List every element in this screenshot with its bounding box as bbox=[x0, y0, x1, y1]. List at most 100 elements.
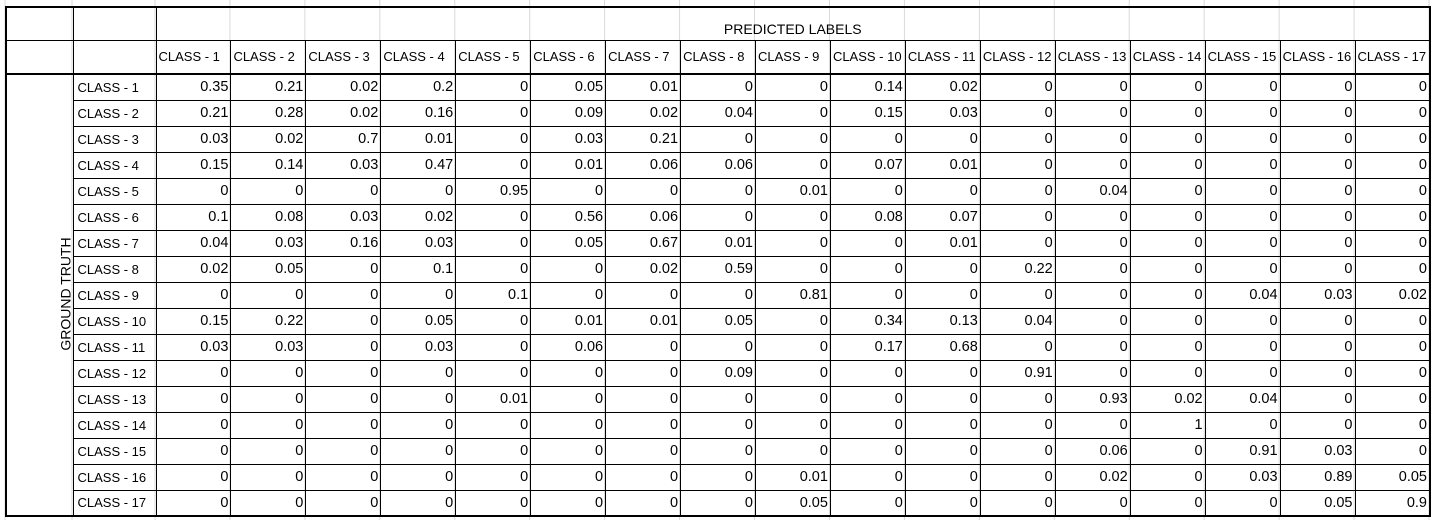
data-cell: 0 bbox=[755, 359, 831, 387]
row-label: CLASS - 10 bbox=[72, 307, 157, 335]
data-cell: 0 bbox=[755, 125, 831, 153]
data-cell: 0.01 bbox=[380, 125, 457, 153]
row-label: CLASS - 6 bbox=[72, 203, 157, 231]
data-cell: 0 bbox=[829, 281, 906, 309]
data-cell: 0 bbox=[155, 437, 232, 465]
data-cell: 0.02 bbox=[904, 73, 981, 101]
data-cell: 0.16 bbox=[380, 99, 457, 127]
data-cell: 0 bbox=[380, 281, 457, 309]
row-label: CLASS - 17 bbox=[72, 489, 157, 517]
data-cell: 0.05 bbox=[530, 73, 607, 101]
column-header: CLASS - 17 bbox=[1354, 39, 1431, 75]
data-cell: 0 bbox=[230, 437, 307, 465]
row-label: CLASS - 11 bbox=[72, 333, 157, 361]
data-cell: 0.21 bbox=[230, 73, 307, 101]
data-cell: 0 bbox=[530, 463, 607, 491]
data-cell: 0 bbox=[829, 177, 906, 205]
data-cell: 0.03 bbox=[305, 203, 382, 231]
data-cell: 0 bbox=[1129, 463, 1206, 491]
data-cell: 0.04 bbox=[1054, 177, 1131, 205]
data-cell: 0 bbox=[305, 333, 382, 361]
table-row: CLASS - 3 0.03 0.02 0.7 0.01 0 0.03 0.21 0 0 0 0 0 0 0… bbox=[6, 125, 1431, 153]
data-cell: 0.06 bbox=[605, 203, 682, 231]
data-cell: 0 bbox=[605, 359, 682, 387]
data-cell: 0.03 bbox=[380, 333, 457, 361]
data-cell: 0 bbox=[1279, 385, 1356, 413]
data-cell: 0 bbox=[755, 385, 831, 413]
data-cell: 0.03 bbox=[230, 333, 307, 361]
data-cell: 0 bbox=[755, 229, 831, 257]
data-cell: 0 bbox=[530, 255, 607, 283]
data-cell: 0 bbox=[1204, 411, 1281, 439]
data-cell: 0 bbox=[904, 385, 981, 413]
data-cell: 0 bbox=[755, 307, 831, 335]
data-cell: 0.06 bbox=[530, 333, 607, 361]
data-cell: 0 bbox=[979, 203, 1056, 231]
data-cell: 0.01 bbox=[455, 385, 532, 413]
data-cell: 0.04 bbox=[979, 307, 1056, 335]
corner-cell bbox=[5, 39, 74, 75]
data-cell: 0 bbox=[380, 437, 457, 465]
data-cell: 0.02 bbox=[305, 99, 382, 127]
confusion-matrix-table: PREDICTED LABELS CLASS - 1 CLASS - 2 CLASS … bbox=[5, 6, 1431, 517]
data-cell: 0.15 bbox=[155, 151, 232, 179]
data-cell: 0 bbox=[1354, 437, 1431, 465]
data-cell: 0 bbox=[155, 463, 232, 491]
data-cell: 0 bbox=[155, 411, 232, 439]
data-cell: 0 bbox=[455, 359, 532, 387]
data-cell: 0.01 bbox=[530, 307, 607, 335]
data-cell: 0 bbox=[829, 385, 906, 413]
data-cell: 0 bbox=[979, 229, 1056, 257]
data-cell: 0 bbox=[1054, 229, 1131, 257]
corner-cell bbox=[72, 39, 157, 75]
data-cell: 0.02 bbox=[380, 203, 457, 231]
data-cell: 0 bbox=[305, 463, 382, 491]
data-cell: 0 bbox=[380, 411, 457, 439]
data-cell: 0 bbox=[455, 307, 532, 335]
column-header: CLASS - 3 bbox=[305, 39, 382, 75]
data-cell: 0.89 bbox=[1279, 463, 1356, 491]
data-cell: 0.03 bbox=[155, 333, 232, 361]
data-cell: 0.05 bbox=[1279, 489, 1356, 517]
data-cell: 0 bbox=[1054, 151, 1131, 179]
data-cell: 0.01 bbox=[530, 151, 607, 179]
data-cell: 0.03 bbox=[230, 229, 307, 257]
data-cell: 0.35 bbox=[155, 73, 232, 101]
data-cell: 0 bbox=[1204, 125, 1281, 153]
data-cell: 0.02 bbox=[305, 73, 382, 101]
data-cell: 0 bbox=[1279, 255, 1356, 283]
data-cell: 0 bbox=[455, 489, 532, 517]
row-label: CLASS - 4 bbox=[72, 151, 157, 179]
data-cell: 0 bbox=[1054, 411, 1131, 439]
data-cell: 0 bbox=[1279, 359, 1356, 387]
data-cell: 0 bbox=[530, 359, 607, 387]
table-row: CLASS - 10 0.15 0.22 0 0.05 0 0.01 0.01 0.05 0 0.3… bbox=[6, 307, 1431, 335]
row-label: CLASS - 8 bbox=[72, 255, 157, 283]
data-cell: 0 bbox=[1129, 151, 1206, 179]
data-cell: 0 bbox=[1354, 229, 1431, 257]
data-cell: 0.03 bbox=[305, 151, 382, 179]
table-row: CLASS - 15 0 0 0 0 0 0 0 0 0 0 0 0 0.06 0 0.91 0.03 0 bbox=[6, 437, 1431, 465]
data-cell: 0.09 bbox=[680, 359, 756, 387]
data-cell: 0 bbox=[455, 437, 532, 465]
data-cell: 0 bbox=[1054, 359, 1131, 387]
data-cell: 0.02 bbox=[1129, 385, 1206, 413]
data-cell: 0 bbox=[829, 229, 906, 257]
data-cell: 0.01 bbox=[755, 463, 831, 491]
data-cell: 0.03 bbox=[904, 99, 981, 127]
column-header: CLASS - 16 bbox=[1279, 39, 1356, 75]
table-row: CLASS - 8 0.02 0.05 0 0.1 0 0 0.02 0.59 0 0 0 0.22 0 0… bbox=[6, 255, 1431, 283]
data-cell: 0 bbox=[230, 177, 307, 205]
row-label: CLASS - 13 bbox=[72, 385, 157, 413]
data-cell: 0.93 bbox=[1054, 385, 1131, 413]
data-cell: 0 bbox=[530, 411, 607, 439]
data-cell: 0.91 bbox=[979, 359, 1056, 387]
data-cell: 0 bbox=[1129, 307, 1206, 335]
row-label: CLASS - 2 bbox=[72, 99, 157, 127]
data-cell: 0 bbox=[605, 463, 682, 491]
data-cell: 0.01 bbox=[605, 73, 682, 101]
data-cell: 0 bbox=[1129, 281, 1206, 309]
data-cell: 0 bbox=[1204, 203, 1281, 231]
data-cell: 0 bbox=[979, 99, 1056, 127]
data-cell: 0.21 bbox=[605, 125, 682, 153]
